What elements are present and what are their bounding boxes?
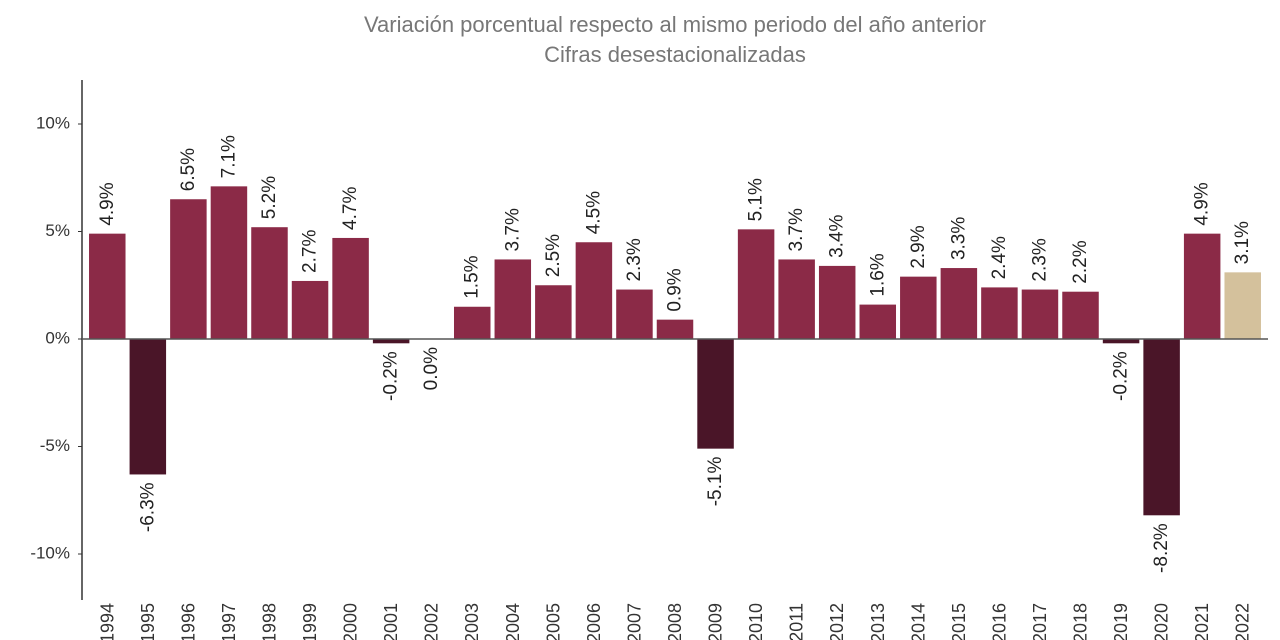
x-tick-label: 2019 — [1111, 603, 1131, 640]
x-tick-label: 2005 — [543, 603, 563, 640]
value-label: 2.5% — [543, 234, 564, 277]
value-label: 3.7% — [502, 208, 523, 251]
y-tick-label: 5% — [45, 221, 70, 240]
x-tick-label: 1997 — [219, 603, 239, 640]
value-label: -0.2% — [1111, 351, 1132, 401]
bar — [981, 287, 1018, 339]
x-tick-label: 1996 — [178, 603, 198, 640]
x-tick-label: 2001 — [381, 603, 401, 640]
y-tick-label: -5% — [40, 436, 70, 455]
bar — [332, 237, 369, 339]
x-tick-label: 2017 — [1030, 603, 1050, 640]
value-label: -8.2% — [1151, 523, 1172, 573]
bar — [1102, 339, 1140, 344]
chart-subtitle: Cifras desestacionalizadas — [544, 42, 806, 67]
value-label: 6.5% — [178, 148, 199, 191]
x-tick-label: 2021 — [1192, 603, 1212, 640]
value-label: -5.1% — [705, 457, 726, 507]
bar — [1021, 289, 1059, 339]
x-tick-label: 2007 — [624, 603, 644, 640]
bar — [697, 339, 734, 449]
x-tick-label: 2022 — [1233, 603, 1253, 640]
value-label: 2.7% — [300, 230, 321, 273]
value-label: 3.3% — [948, 217, 969, 260]
x-tick-label: 2012 — [827, 603, 847, 640]
value-label: 3.4% — [827, 214, 848, 257]
x-tick-label: 2004 — [503, 603, 523, 640]
value-label: 4.9% — [97, 182, 118, 225]
bar — [372, 339, 410, 344]
x-tick-label: 2010 — [746, 603, 766, 640]
bar — [1183, 233, 1221, 339]
x-tick-label: 2000 — [341, 603, 361, 640]
bar — [129, 339, 167, 475]
x-tick-label: 1999 — [300, 603, 320, 640]
x-tick-label: 1995 — [138, 603, 158, 640]
y-tick-label: 10% — [36, 113, 70, 132]
x-tick-label: 2016 — [989, 603, 1009, 640]
bar — [1224, 272, 1261, 339]
x-tick-label: 2002 — [422, 603, 442, 640]
bar — [1062, 291, 1099, 339]
value-label: -6.3% — [137, 482, 158, 532]
x-tick-label: 1998 — [259, 603, 279, 640]
x-tick-label: 2014 — [908, 603, 928, 640]
y-tick-label: 0% — [45, 328, 70, 347]
bar — [940, 268, 978, 339]
value-label: 4.9% — [1192, 182, 1213, 225]
bar — [210, 186, 248, 339]
value-label: 2.4% — [989, 236, 1010, 279]
value-label: -0.2% — [381, 351, 402, 401]
bar — [251, 227, 288, 339]
x-tick-label: 2006 — [584, 603, 604, 640]
value-label: 7.1% — [218, 135, 239, 178]
x-tick-label: 2011 — [787, 603, 807, 640]
y-tick-label: -10% — [30, 543, 70, 562]
bar — [1143, 339, 1180, 516]
x-tick-label: 2009 — [706, 603, 726, 640]
bar — [859, 304, 897, 339]
bar — [737, 229, 775, 339]
value-label: 2.2% — [1070, 240, 1091, 283]
bar — [656, 319, 694, 339]
bar — [818, 265, 856, 339]
bar — [778, 259, 815, 339]
value-label: 2.9% — [908, 225, 929, 268]
x-tick-label: 2013 — [868, 603, 888, 640]
value-label: 2.3% — [624, 238, 645, 281]
value-label: 1.6% — [867, 253, 888, 296]
x-tick-label: 2003 — [462, 603, 482, 640]
value-label: 4.5% — [583, 191, 604, 234]
bar — [291, 280, 329, 339]
x-tick-label: 2008 — [665, 603, 685, 640]
chart-title: Variación porcentual respecto al mismo p… — [364, 12, 986, 37]
value-label: 3.1% — [1232, 221, 1253, 264]
value-label: 1.5% — [462, 255, 483, 298]
value-label: 4.7% — [340, 187, 361, 230]
bar — [453, 306, 491, 339]
x-tick-label: 2015 — [949, 603, 969, 640]
bar — [535, 285, 572, 339]
value-label: 5.1% — [746, 178, 767, 221]
x-tick-label: 2020 — [1152, 603, 1172, 640]
value-label: 5.2% — [259, 176, 280, 219]
value-label: 3.7% — [786, 208, 807, 251]
bar — [89, 233, 126, 339]
bar — [616, 289, 653, 339]
bar — [900, 276, 937, 339]
value-label: 0.0% — [421, 347, 442, 390]
bar — [494, 259, 532, 339]
x-tick-label: 1994 — [97, 603, 117, 640]
value-label: 2.3% — [1029, 238, 1050, 281]
bar — [575, 242, 613, 339]
x-tick-label: 2018 — [1071, 603, 1091, 640]
value-label: 0.9% — [665, 268, 686, 311]
bar — [170, 199, 207, 339]
